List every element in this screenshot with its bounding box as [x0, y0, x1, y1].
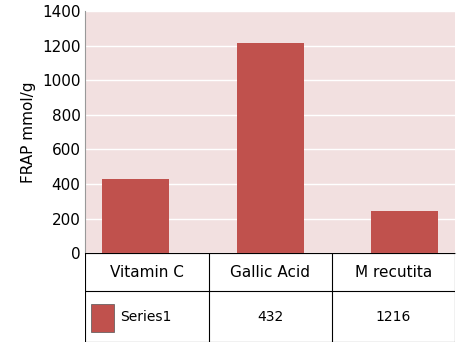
- Y-axis label: FRAP mmol/g: FRAP mmol/g: [21, 81, 36, 183]
- Text: Vitamin C: Vitamin C: [110, 265, 184, 280]
- Text: 432: 432: [257, 310, 283, 324]
- Text: 1216: 1216: [376, 310, 411, 324]
- FancyBboxPatch shape: [91, 304, 114, 332]
- Bar: [237, 43, 304, 253]
- Text: M recutita: M recutita: [355, 265, 432, 280]
- Bar: [371, 211, 438, 253]
- Text: Gallic Acid: Gallic Acid: [230, 265, 310, 280]
- Text: Series1: Series1: [120, 310, 171, 324]
- Bar: [102, 178, 169, 253]
